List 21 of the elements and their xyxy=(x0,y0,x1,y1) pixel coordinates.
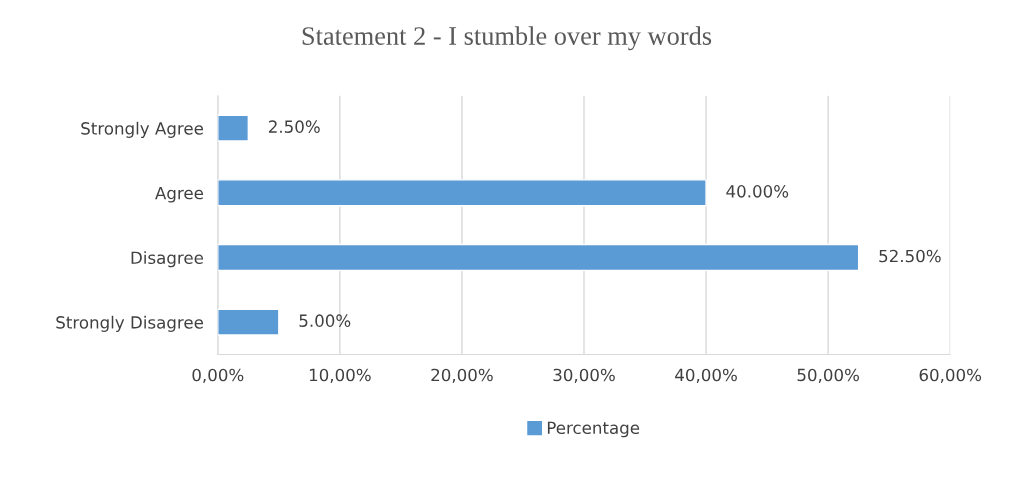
bar xyxy=(217,308,280,336)
y-tick-label: Agree xyxy=(155,186,204,203)
x-tick-label: 40,00% xyxy=(675,368,737,383)
x-tick-label: 20,00% xyxy=(431,368,493,383)
chart-title: Statement 2 - I stumble over my words xyxy=(302,26,712,51)
x-tick-label: 50,00% xyxy=(797,368,859,383)
x-tick-label: 30,00% xyxy=(553,368,615,383)
bar xyxy=(217,179,707,207)
y-tick-label: Strongly Agree xyxy=(81,121,204,138)
y-tick-label: Disagree xyxy=(131,251,204,268)
x-tick-label: 10,00% xyxy=(309,368,371,383)
x-tick-label: 0,00% xyxy=(192,368,244,383)
data-label: 5.00% xyxy=(299,314,351,327)
bar xyxy=(217,243,860,272)
bar xyxy=(217,114,250,142)
data-label: 2.50% xyxy=(268,120,320,133)
y-tick-label: Strongly Disagree xyxy=(56,315,204,332)
data-label: 52.50% xyxy=(879,249,941,263)
legend-label: Percentage xyxy=(547,421,640,438)
x-tick-label: 60,00% xyxy=(919,368,982,383)
data-label: 40.00% xyxy=(726,185,789,198)
